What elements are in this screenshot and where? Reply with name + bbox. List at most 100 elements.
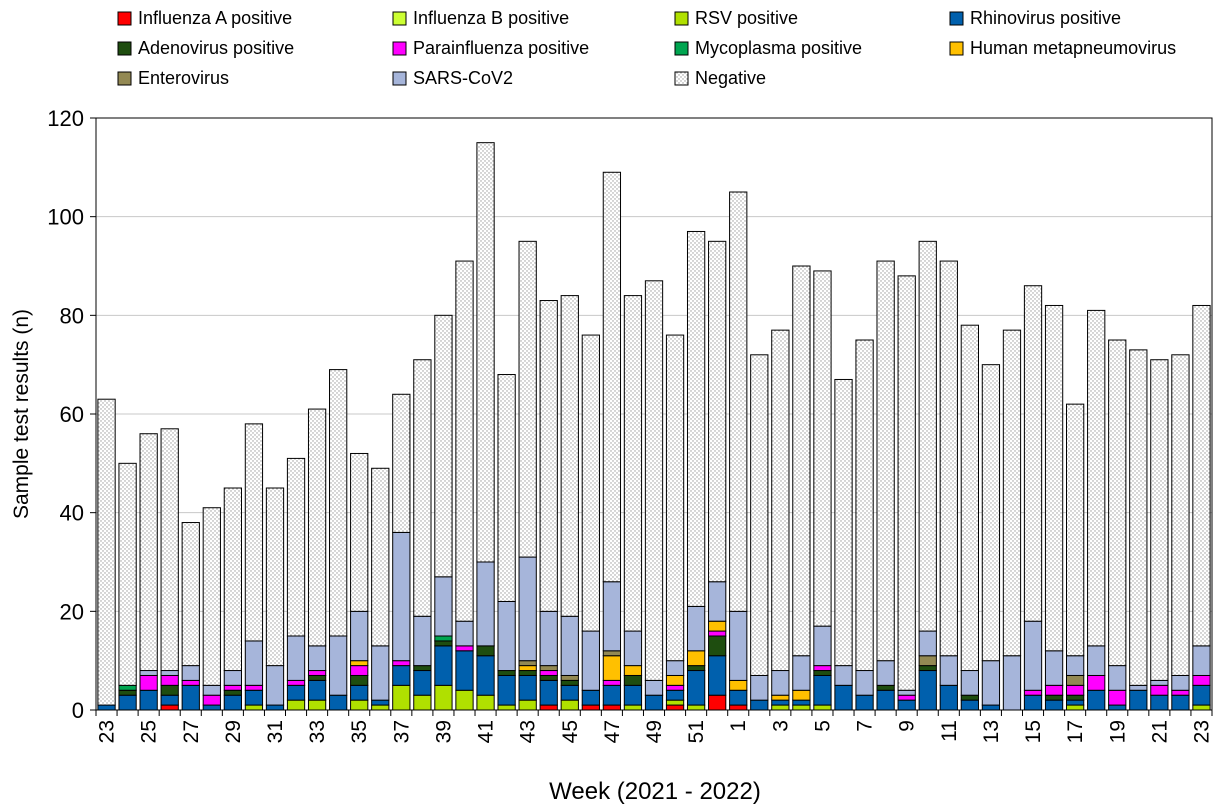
legend-swatch [117, 71, 132, 86]
y-tick-label: 20 [60, 599, 84, 624]
legend-label: Parainfluenza positive [413, 38, 589, 58]
bar-segment-sars-cov2 [476, 561, 495, 647]
bar-segment-human-metapneumovirus [708, 620, 727, 632]
legend-label: Influenza A positive [138, 8, 292, 28]
bar-segment-parainfluenza-positive [539, 670, 558, 676]
x-tick-label: 43 [517, 720, 540, 743]
bar-segment-negative [202, 507, 221, 686]
x-tick-label: 5 [811, 720, 834, 732]
bar-segment-adenovirus-positive [307, 674, 327, 681]
bar-segment-negative [560, 295, 579, 617]
x-tick-label: 11 [938, 720, 961, 742]
bar-segment-negative [286, 457, 306, 637]
bar-segment-negative [686, 230, 706, 607]
bar-segment-negative [139, 433, 158, 672]
bar-segment-rhinovirus-positive [581, 689, 600, 706]
bar-segment-sars-cov2 [202, 684, 221, 696]
bar-segment-negative [729, 191, 748, 612]
bar-segment-rsv-positive [286, 699, 306, 711]
y-tick-label: 40 [60, 501, 84, 526]
bar-segment-sars-cov2 [708, 581, 727, 622]
bar-segment-enterovirus [1066, 674, 1085, 686]
bar-segment-rhinovirus-positive [792, 699, 811, 706]
bar-segment-human-metapneumovirus [792, 689, 811, 701]
bar-segment-sars-cov2 [181, 665, 200, 681]
bar-segment-influenza-a-positive [729, 704, 748, 711]
bar-segment-rhinovirus-positive [602, 684, 622, 706]
bar-segment-rhinovirus-positive [329, 694, 348, 711]
bar-segment-rhinovirus-positive [265, 704, 285, 711]
bar-segment-adenovirus-positive [813, 670, 832, 676]
x-tick-label: 29 [222, 720, 245, 743]
bar-segment-rhinovirus-positive [665, 689, 685, 701]
x-tick-label: 39 [432, 720, 455, 743]
x-tick-label: 13 [980, 720, 1003, 743]
bar-segment-parainfluenza-positive [708, 630, 727, 637]
bar-segment-mycoplasma-positive [118, 684, 137, 691]
bar-segment-negative [792, 265, 811, 657]
bar-segment-negative [939, 260, 958, 657]
bar-segment-sars-cov2 [897, 689, 916, 696]
bar-segment-human-metapneumovirus [623, 665, 643, 676]
x-tick-label: 35 [348, 720, 371, 743]
bar-segment-rhinovirus-positive [392, 665, 411, 686]
bar-segment-sars-cov2 [918, 630, 937, 657]
plot-frame [95, 117, 1213, 711]
bar-segment-rhinovirus-positive [1129, 689, 1148, 711]
bar-segment-parainfluenza-positive [1150, 684, 1169, 696]
bar-segment-negative [644, 280, 664, 681]
bar-segment-rsv-positive [686, 704, 706, 711]
bar-segment-sars-cov2 [792, 655, 811, 691]
bar-segment-mycoplasma-positive [434, 635, 453, 642]
bar-segment-parainfluenza-positive [1192, 674, 1211, 686]
bar-segment-rhinovirus-positive [1087, 689, 1106, 711]
bar-segment-rsv-positive [623, 704, 643, 711]
x-tick-label: 33 [306, 720, 329, 743]
legend-swatch [117, 41, 132, 56]
bar-segment-negative [413, 359, 432, 617]
bar-segment-adenovirus-positive [497, 670, 516, 676]
bar-segment-sars-cov2 [1192, 645, 1211, 676]
bar-segment-rsv-positive [1192, 704, 1211, 711]
bar-segment-negative [665, 334, 685, 662]
bar-segment-parainfluenza-positive [1087, 674, 1106, 691]
bar-segment-adenovirus-positive [434, 640, 453, 647]
bar-segment-human-metapneumovirus [729, 679, 748, 691]
bar-segment-rsv-positive [455, 689, 474, 711]
bar-segment-sars-cov2 [729, 610, 748, 681]
bar-segment-sars-cov2 [834, 665, 853, 686]
bar-segment-rhinovirus-positive [97, 704, 116, 711]
bar-segment-rhinovirus-positive [1171, 694, 1190, 711]
y-tick-label: 0 [72, 698, 84, 723]
bar-segment-rhinovirus-positive [1192, 684, 1211, 706]
bar-segment-parainfluenza-positive [1171, 689, 1190, 696]
bar-segment-negative [455, 260, 474, 622]
bar-segment-negative [1023, 285, 1043, 622]
bar-segment-sars-cov2 [244, 640, 264, 686]
bar-segment-adenovirus-positive [1044, 694, 1064, 701]
bar-segment-parainfluenza-positive [244, 684, 264, 691]
bar-segment-negative [960, 324, 979, 672]
bar-segment-sars-cov2 [392, 531, 411, 662]
x-tick-label: 23 [96, 720, 119, 743]
bar-segment-adenovirus-positive [350, 674, 369, 686]
bar-segment-parainfluenza-positive [665, 684, 685, 691]
legend-swatch [392, 11, 407, 26]
bar-segment-parainfluenza-positive [1044, 684, 1064, 696]
x-axis-label: Week (2021 - 2022) [549, 778, 761, 805]
bar-segment-rhinovirus-positive [518, 674, 537, 701]
bar-segment-sars-cov2 [1108, 665, 1127, 691]
bar-segment-parainfluenza-positive [1023, 689, 1043, 696]
bar-segment-rhinovirus-positive [644, 694, 664, 711]
bar-segment-negative [581, 334, 600, 632]
bar-segment-sars-cov2 [371, 645, 390, 701]
bar-segment-rsv-positive [307, 699, 327, 711]
bar-segment-parainfluenza-positive [1108, 689, 1127, 706]
bar-segment-negative [1108, 339, 1127, 667]
bar-segment-rhinovirus-positive [981, 704, 1001, 711]
legend-label: Human metapneumovirus [970, 38, 1176, 58]
bar-segment-rhinovirus-positive [1108, 704, 1127, 711]
bar-segment-influenza-a-positive [708, 694, 727, 711]
bar-segment-parainfluenza-positive [286, 679, 306, 686]
